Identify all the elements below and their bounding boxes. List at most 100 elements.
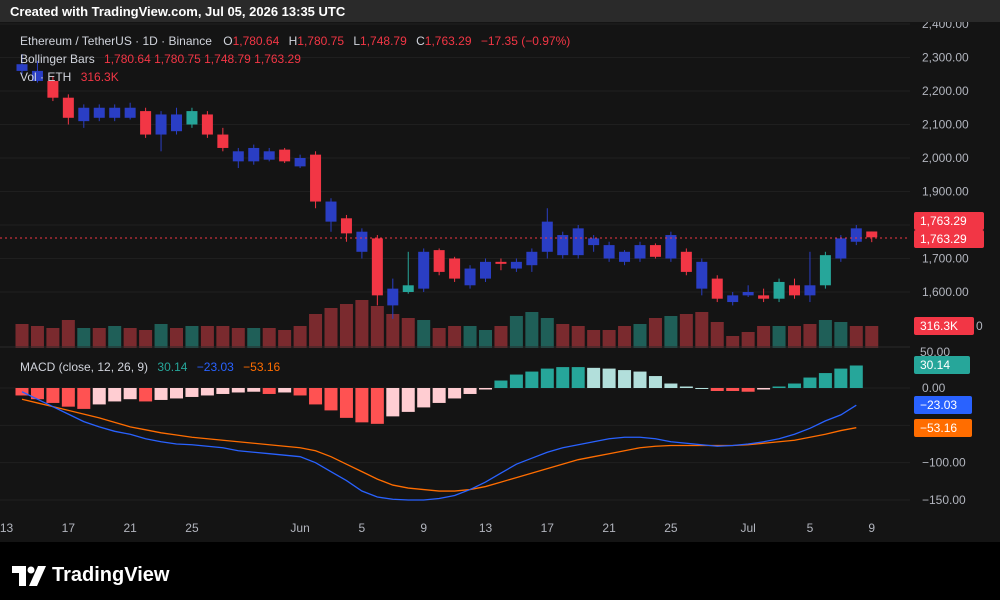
volume-bar: [154, 324, 168, 348]
macd-hist-bar: [216, 388, 230, 394]
volume-bar: [664, 316, 678, 348]
macd-hist-bar: [309, 388, 323, 405]
candle-body: [464, 268, 476, 286]
candle-body: [263, 151, 275, 160]
macd-hist-label: 30.14: [914, 356, 970, 374]
macd-hist-bar: [679, 386, 693, 388]
macd-hist-bar: [849, 365, 863, 388]
candle-body: [217, 134, 229, 148]
macd-hist-bar: [757, 388, 771, 390]
macd-hist-bar: [200, 388, 214, 396]
macd-hist-bar: [788, 383, 801, 388]
volume-legend-value: 316.3K: [81, 70, 119, 84]
high-value: 1,780.75: [297, 34, 344, 48]
volume-bar: [46, 328, 60, 348]
macd-hist-bar: [772, 386, 786, 388]
price-axis[interactable]: 2,400.00 2,300.00 2,200.00 2,100.00 2,000.00…: [922, 22, 969, 299]
volume-bar: [15, 324, 29, 348]
macd-signal-label: −53.16: [914, 419, 972, 437]
price-tick-label: 1,600.00: [922, 285, 969, 299]
price-tick-label: 2,400.00: [922, 22, 969, 31]
volume-label-text: 316.3K: [920, 319, 958, 333]
candle-body: [47, 80, 59, 98]
time-tick-label: 25: [664, 521, 678, 535]
macd-legend-hist: 30.14: [157, 360, 187, 374]
signal-line: [21, 398, 857, 492]
macd-hist-bar: [540, 368, 554, 388]
volume-bar: [587, 330, 601, 348]
volume-bar: [309, 314, 323, 348]
svg-text:Ethereum / TetherUS · 1D · Bin: Ethereum / TetherUS · 1D · Binance O1,78…: [20, 34, 570, 48]
close-label: C: [416, 34, 425, 48]
macd-hist-bar: [417, 388, 431, 408]
candle-body: [186, 111, 198, 125]
volume-bar: [170, 328, 183, 348]
macd-hist-bar: [818, 373, 832, 388]
candle-body: [758, 295, 770, 299]
time-tick-label: 17: [541, 521, 555, 535]
low-label: L: [353, 34, 360, 48]
volume-bar: [648, 318, 662, 348]
macd-hist-bar: [386, 388, 400, 417]
macd-axis-fragment: 50.00: [920, 345, 950, 359]
macd-hist-bar: [618, 370, 632, 388]
macd-hist-bar: [293, 388, 307, 396]
macd-signal-label-text: −53.16: [920, 421, 957, 435]
macd-hist-bar: [170, 388, 183, 399]
macd-hist-bar: [278, 388, 292, 393]
candle-body: [325, 201, 337, 222]
macd-hist-bar: [494, 380, 508, 388]
volume-bar: [139, 330, 153, 348]
candle-body: [572, 228, 584, 256]
tradingview-logo-icon: [12, 566, 46, 586]
volume-bar: [479, 330, 492, 348]
volume-bar: [788, 326, 801, 348]
macd-hist-bar: [803, 377, 817, 388]
macd-hist-bar: [355, 388, 369, 423]
candle-body: [155, 114, 167, 135]
svg-text:Vol · ETH 316.3K: Vol · ETH 316.3K: [20, 70, 119, 84]
candle-body: [588, 238, 600, 246]
volume-bar: [679, 314, 693, 348]
volume-bar: [865, 326, 879, 348]
candle-body: [16, 64, 28, 71]
symbol-name: Ethereum / TetherUS · 1D · Binance: [20, 34, 212, 48]
candle-body: [541, 221, 553, 252]
time-tick-label: 13: [479, 521, 493, 535]
time-tick-label: 17: [62, 521, 76, 535]
macd-hist-bar: [154, 388, 168, 400]
price-tick-label: 2,000.00: [922, 151, 969, 165]
volume-bar: [200, 326, 214, 348]
macd-line-label: −23.03: [914, 396, 972, 414]
candle-body: [649, 245, 661, 257]
volume-bar: [30, 326, 44, 348]
candle-body: [480, 261, 491, 279]
volume-bar: [818, 320, 832, 348]
volume-bar: [417, 320, 431, 348]
time-tick-label: Jul: [740, 521, 755, 535]
svg-text:MACD (close, 12, 26, 9): MACD (close, 12, 26, 9) 30.14 −23.03 −53…: [20, 360, 281, 374]
macd-hist-label-text: 30.14: [920, 358, 950, 372]
candle-body: [140, 111, 152, 135]
volume-bar: [494, 326, 508, 348]
high-label: H: [289, 34, 298, 48]
candle-body: [850, 228, 862, 242]
volume-bar: [278, 330, 292, 348]
macd-legend-signal: −53.16: [243, 360, 280, 374]
macd-hist-bar: [556, 367, 570, 388]
macd-hist-bar: [61, 388, 75, 407]
volume-bar: [324, 308, 338, 348]
macd-line: [21, 391, 857, 501]
time-tick-label: 5: [359, 521, 366, 535]
candle-body: [742, 292, 754, 296]
volume-bar: [509, 316, 523, 348]
volume-bar: [633, 324, 647, 348]
chart-canvas[interactable]: 2,400.00 2,300.00 2,200.00 2,100.00 2,000.00…: [0, 22, 1000, 542]
candle-body: [78, 107, 90, 122]
candle-body: [294, 158, 306, 167]
volume-label: 316.3K 0: [914, 317, 983, 335]
time-axis[interactable]: 13 17 21 25 Jun 5 9 13 17 21 25 Jul 5 9: [0, 521, 875, 535]
candle-body: [557, 235, 569, 256]
macd-hist-bar: [46, 388, 60, 403]
macd-hist-bar: [509, 374, 523, 388]
